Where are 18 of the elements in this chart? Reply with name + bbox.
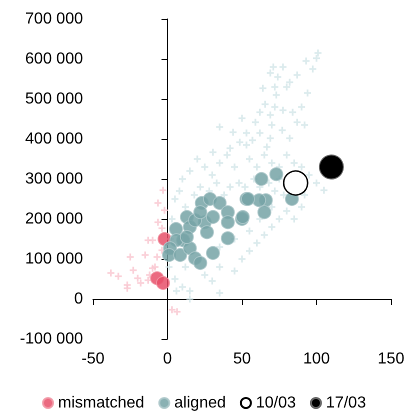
x-tick-label: -50 — [81, 350, 105, 368]
x-tick-label: 150 — [378, 350, 404, 368]
legend-label: 17/03 — [326, 394, 366, 412]
legend-label: 10/03 — [256, 394, 296, 412]
y-tick-label: 600 000 — [25, 50, 84, 68]
legend-label: aligned — [174, 394, 226, 412]
y-tick-label: -100 000 — [20, 330, 84, 348]
x-tick-label: 50 — [233, 350, 251, 368]
y-tick-label: 700 000 — [25, 10, 84, 28]
x-tick-label: 0 — [163, 350, 172, 368]
legend-label: mismatched — [58, 394, 144, 412]
x-tick-label: 100 — [303, 350, 330, 368]
y-tick-label: 0 — [74, 290, 84, 308]
y-tick-label: 100 000 — [25, 250, 84, 268]
y-tick-label: 400 000 — [25, 130, 84, 148]
y-tick-label: 300 000 — [25, 170, 84, 188]
y-tick-label: 500 000 — [25, 90, 84, 108]
y-tick-label: 200 000 — [25, 210, 84, 228]
